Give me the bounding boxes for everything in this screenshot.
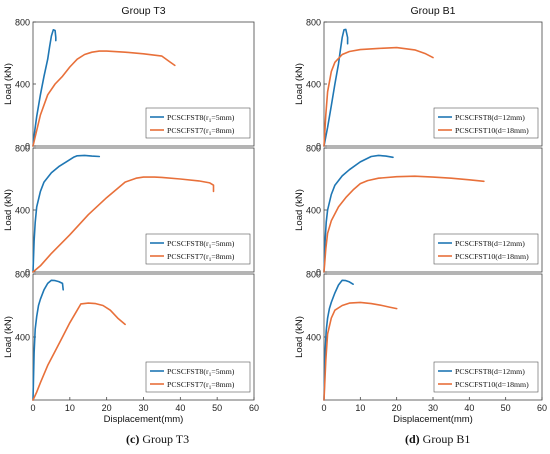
legend-entry: PCSCFST8(d=12mm) (455, 367, 525, 376)
x-tick-label: 30 (138, 403, 148, 413)
y-axis-label: Load (kN) (3, 63, 14, 105)
x-tick-label: 0 (30, 403, 35, 413)
x-tick-label: 10 (355, 403, 365, 413)
legend-entry: PCSCFST8(d=12mm) (455, 239, 525, 248)
series-line (323, 279, 354, 401)
legend-box (145, 361, 251, 393)
legend-box (145, 233, 251, 265)
y-tick-label: 800 (15, 270, 30, 280)
y-axis-label: Load (kN) (294, 63, 305, 105)
legend: PCSCFST8(r1=5mm) PCSCFST7(r1=8mm) (145, 361, 251, 393)
legend: PCSCFST8(r1=5mm) PCSCFST7(r1=8mm) (145, 233, 251, 265)
x-tick-label: 50 (212, 403, 222, 413)
x-tick-label: 60 (537, 403, 547, 413)
x-tick-label: 20 (392, 403, 402, 413)
legend: PCSCFST8(d=12mm) PCSCFST10(d=18mm) (433, 361, 539, 393)
y-tick-label: 400 (306, 333, 321, 343)
legend-box (433, 107, 539, 139)
y-tick-label: 400 (15, 206, 30, 216)
caption-left: (c) Group T3 (126, 432, 189, 447)
legend-entry: PCSCFST10(d=18mm) (455, 126, 529, 135)
series-line (32, 279, 65, 401)
y-tick-label: 800 (306, 144, 321, 154)
legend: PCSCFST8(r1=5mm) PCSCFST7(r1=8mm) (145, 107, 251, 139)
y-tick-label: 800 (15, 144, 30, 154)
series-line (32, 28, 57, 147)
y-tick-label: 0 (316, 142, 321, 152)
y-tick-label: 0 (316, 268, 321, 278)
legend-entry: PCSCFST10(d=18mm) (455, 252, 529, 261)
legend: PCSCFST8(d=12mm) PCSCFST10(d=18mm) (433, 233, 539, 265)
caption-right: (d) Group B1 (405, 432, 470, 447)
x-tick-label: 20 (102, 403, 112, 413)
y-tick-label: 400 (306, 80, 321, 90)
legend-entry: PCSCFST7(r1=8mm) (167, 380, 235, 391)
legend-entry: PCSCFST8(r1=5mm) (167, 113, 235, 124)
series-line (323, 301, 398, 401)
chart-panel-T3-2: 0 400 800 Load (kN) PCSCFST8(r1=5mm) PCSCFST7… (3, 144, 255, 278)
series-line (32, 50, 176, 147)
legend-box (433, 361, 539, 393)
y-tick-label: 400 (15, 80, 30, 90)
chart-panel-T3-1: Group T3 0 400 800 Load (kN) PCSCFST8(r1=5mm)… (3, 5, 255, 152)
x-tick-label: 40 (175, 403, 185, 413)
y-axis-label: Load (kN) (3, 316, 14, 358)
series-line (323, 154, 394, 273)
caption-left-letter: (c) (126, 432, 140, 446)
series-line (32, 302, 126, 401)
y-tick-label: 800 (306, 270, 321, 280)
series-line (32, 176, 215, 273)
legend-entry: PCSCFST8(r1=5mm) (167, 239, 235, 250)
series-line (323, 175, 485, 273)
legend-entry: PCSCFST8(r1=5mm) (167, 367, 235, 378)
y-tick-label: 0 (25, 268, 30, 278)
chart-panel-B1-2: 0 400 800 Load (kN) PCSCFST8(d=12mm) PCSCFST1… (294, 144, 543, 278)
legend-entry: PCSCFST8(d=12mm) (455, 113, 525, 122)
y-tick-label: 800 (306, 18, 321, 28)
y-axis-label: Load (kN) (294, 189, 305, 231)
x-tick-label: 60 (249, 403, 259, 413)
x-tick-label: 50 (501, 403, 511, 413)
legend-box (433, 233, 539, 265)
legend-box (145, 107, 251, 139)
legend-entry: PCSCFST10(d=18mm) (455, 380, 529, 389)
y-tick-label: 0 (25, 142, 30, 152)
x-axis-label: Displacement(mm) (393, 414, 473, 425)
caption-right-letter: (d) (405, 432, 420, 446)
y-axis-label: Load (kN) (3, 189, 14, 231)
group-title: Group B1 (411, 5, 456, 17)
chart-panel-B1-1: Group B1 0 400 800 Load (kN) PCSCFST8(d=12mm)… (294, 5, 543, 152)
y-axis-label: Load (kN) (294, 316, 305, 358)
group-title: Group T3 (121, 5, 165, 17)
legend-entry: PCSCFST7(r1=8mm) (167, 252, 235, 263)
x-tick-label: 10 (65, 403, 75, 413)
caption-left-text: Group T3 (142, 432, 190, 446)
y-tick-label: 400 (15, 333, 30, 343)
y-tick-label: 800 (15, 18, 30, 28)
caption-right-text: Group B1 (422, 432, 471, 446)
x-axis-label: Displacement(mm) (104, 414, 184, 425)
x-tick-label: 30 (428, 403, 438, 413)
series-line (32, 154, 101, 273)
legend: PCSCFST8(d=12mm) PCSCFST10(d=18mm) (433, 107, 539, 139)
x-tick-label: 40 (464, 403, 474, 413)
series-line (323, 46, 434, 147)
y-tick-label: 400 (306, 206, 321, 216)
legend-entry: PCSCFST7(r1=8mm) (167, 126, 235, 137)
x-tick-label: 0 (321, 403, 326, 413)
